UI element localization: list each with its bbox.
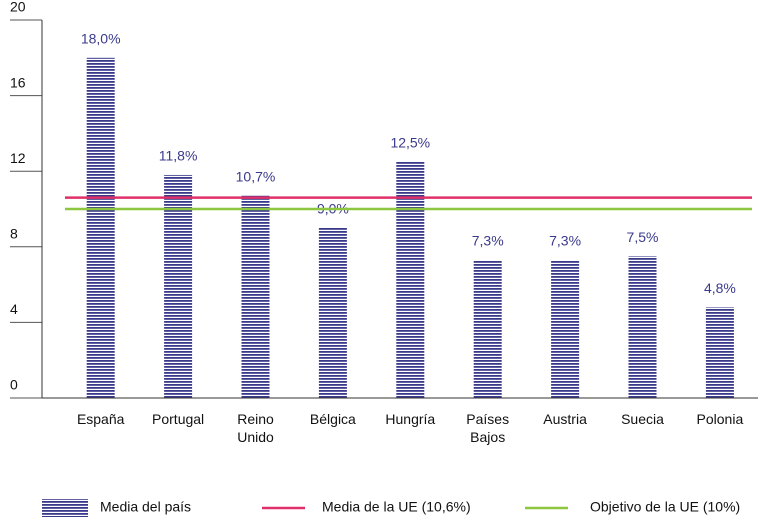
y-tick-label: 4 xyxy=(10,301,18,317)
bar xyxy=(628,256,657,398)
value-label: 18,0% xyxy=(81,31,121,47)
legend-label: Objetivo de la UE (10%) xyxy=(590,499,740,515)
bar xyxy=(551,260,580,398)
x-tick-label: Países Bajos xyxy=(466,411,510,445)
bar xyxy=(86,57,115,399)
value-label: 4,8% xyxy=(704,280,736,296)
x-tick-label: Reino Unido xyxy=(237,411,274,445)
x-tick-label: Austria xyxy=(543,411,587,427)
value-label: 10,7% xyxy=(236,168,276,184)
value-label: 7,5% xyxy=(627,229,659,245)
value-label: 12,5% xyxy=(390,134,430,150)
x-tick-label: España xyxy=(76,411,125,427)
x-tick-label: Suecia xyxy=(621,411,664,427)
value-label: 7,3% xyxy=(549,233,581,249)
legend-label: Media del país xyxy=(100,499,191,515)
y-tick-label: 20 xyxy=(10,0,26,15)
legend-swatch xyxy=(42,499,88,517)
legend-label: Media de la UE (10,6%) xyxy=(322,499,471,515)
y-tick-label: 0 xyxy=(10,377,18,393)
x-tick-label: Polonia xyxy=(696,411,744,427)
x-tick-label: Bélgica xyxy=(309,411,356,427)
bar xyxy=(473,260,502,398)
bar xyxy=(164,174,193,398)
y-tick-label: 12 xyxy=(10,150,26,166)
bar xyxy=(396,161,425,398)
value-label: 7,3% xyxy=(472,233,504,249)
y-tick-label: 8 xyxy=(10,226,18,242)
bar xyxy=(241,195,270,398)
x-tick-label: Hungría xyxy=(385,411,436,427)
bar xyxy=(705,307,734,398)
bar xyxy=(318,227,347,398)
x-tick-label: Portugal xyxy=(152,411,205,427)
value-label: 11,8% xyxy=(159,148,198,164)
y-tick-label: 16 xyxy=(10,74,26,90)
